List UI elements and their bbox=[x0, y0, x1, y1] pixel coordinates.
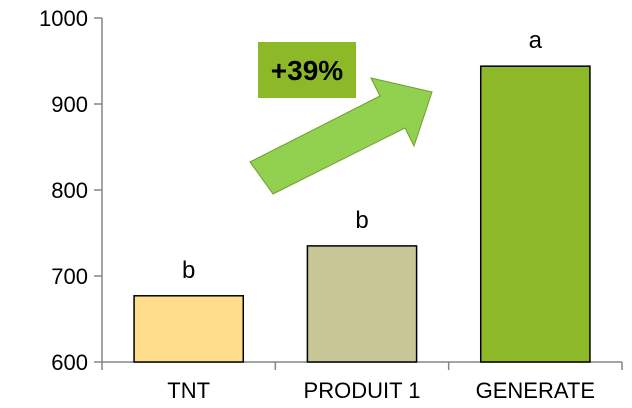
y-axis: 600 700 800 900 1000 bbox=[39, 6, 103, 375]
bar bbox=[479, 65, 591, 363]
bar bbox=[306, 245, 418, 363]
significance-label: b bbox=[182, 257, 195, 284]
growth-badge-label: +39% bbox=[271, 55, 343, 86]
y-tick-label: 1000 bbox=[39, 6, 88, 31]
x-tick-label: GENERATE bbox=[476, 378, 595, 403]
growth-annotation: +39% bbox=[249, 42, 433, 195]
y-tick-label: 800 bbox=[51, 178, 88, 203]
y-tick-label: 700 bbox=[51, 264, 88, 289]
significance-label: b bbox=[355, 207, 368, 234]
bars: b TNT b PRODUIT 1 a GENERATE bbox=[133, 27, 595, 403]
significance-label: a bbox=[529, 27, 543, 54]
y-tick-label: 600 bbox=[51, 350, 88, 375]
growth-arrow-icon bbox=[249, 77, 433, 195]
x-tick-label: PRODUIT 1 bbox=[304, 378, 421, 403]
x-tick-label: TNT bbox=[167, 378, 210, 403]
x-axis bbox=[101, 361, 623, 370]
y-tick-label: 900 bbox=[51, 92, 88, 117]
growth-badge bbox=[258, 42, 356, 98]
bar bbox=[133, 295, 245, 363]
